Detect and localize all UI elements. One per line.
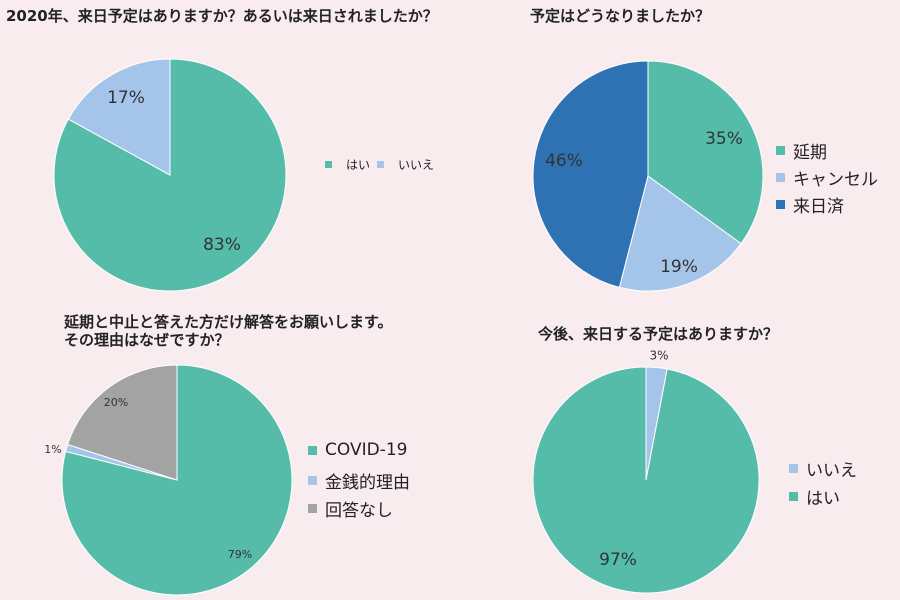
legend-label: 金銭的理由	[325, 473, 410, 493]
legend-swatch	[308, 504, 317, 513]
pie-slice-延期	[647, 60, 764, 245]
legend-label: いいえ	[806, 461, 857, 481]
legend-label: キャンセル	[793, 170, 878, 190]
data-label-キャンセル: 19%	[660, 257, 698, 277]
data-label-はい: 97%	[599, 550, 637, 570]
legend-item-はい: はい	[325, 156, 370, 173]
legend-label: 来日済	[793, 197, 844, 217]
legend-swatch	[308, 476, 317, 485]
data-label-回答なし: 20%	[104, 396, 128, 409]
legend-label: COVID-19	[325, 440, 408, 460]
legend-swatch	[325, 161, 332, 168]
legend-label: 回答なし	[325, 501, 393, 521]
pie-slice-はい	[532, 366, 760, 594]
data-label-来日済: 46%	[545, 151, 583, 171]
data-label-いいえ: 3%	[649, 349, 668, 363]
legend-item-はい: はい	[789, 484, 840, 509]
legend-label: いいえ	[398, 158, 435, 172]
chart4-title: 今後、来日する予定はありますか？	[538, 325, 779, 343]
legend-item-COVID-19: COVID-19	[308, 440, 407, 460]
legend-item-いいえ: いいえ	[377, 156, 434, 173]
legend-item-キャンセル: キャンセル	[776, 165, 878, 190]
legend-label: 延期	[793, 143, 827, 163]
pie-slice-COVID-19	[61, 364, 293, 596]
pie-slice-回答なし	[66, 364, 178, 481]
chart3-title-line2: その理由はなぜですか？	[64, 331, 230, 349]
data-label-延期: 35%	[705, 129, 743, 149]
data-label-いいえ: 17%	[107, 88, 145, 108]
pie-slice-キャンセル	[618, 175, 742, 292]
legend-label: はい	[346, 158, 371, 172]
pie-slice-来日済	[532, 60, 649, 288]
legend-swatch	[377, 161, 384, 168]
legend-item-回答なし: 回答なし	[308, 496, 393, 521]
legend-swatch	[308, 445, 317, 455]
legend-swatch	[776, 200, 785, 209]
legend-item-延期: 延期	[776, 138, 827, 163]
chart3-title-line1: 延期と中止と答えた方だけ解答をお願いします。	[64, 313, 393, 331]
legend-swatch	[776, 173, 785, 182]
data-label-はい: 83%	[203, 235, 241, 255]
legend-item-来日済: 来日済	[776, 192, 844, 217]
chart2-title: 予定はどうなりましたか？	[530, 7, 711, 25]
chart1-title: 2020年、来日予定はありますか？あるいは来日されましたか？	[6, 7, 438, 25]
data-label-COVID-19: 79%	[228, 548, 252, 561]
pie-slice-いいえ	[67, 58, 171, 176]
legend-item-金銭的理由: 金銭的理由	[308, 468, 410, 493]
legend-swatch	[789, 492, 798, 501]
legend-swatch	[789, 464, 798, 473]
data-label-金銭的理由: 1%	[44, 443, 61, 456]
legend-label: はい	[806, 489, 840, 509]
legend-item-いいえ: いいえ	[789, 456, 857, 481]
legend-swatch	[776, 146, 785, 155]
